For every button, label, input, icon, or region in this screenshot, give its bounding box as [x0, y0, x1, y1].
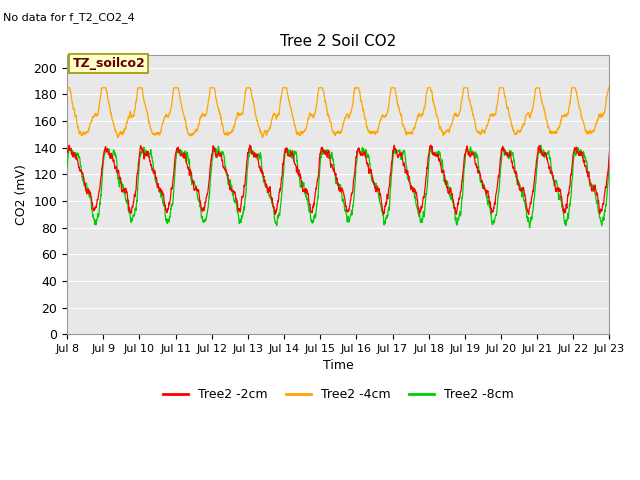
X-axis label: Time: Time: [323, 360, 354, 372]
Text: TZ_soilco2: TZ_soilco2: [72, 57, 145, 70]
Title: Tree 2 Soil CO2: Tree 2 Soil CO2: [280, 34, 396, 49]
Text: No data for f_T2_CO2_4: No data for f_T2_CO2_4: [3, 12, 135, 23]
Y-axis label: CO2 (mV): CO2 (mV): [15, 164, 28, 225]
Legend: Tree2 -2cm, Tree2 -4cm, Tree2 -8cm: Tree2 -2cm, Tree2 -4cm, Tree2 -8cm: [157, 383, 519, 406]
